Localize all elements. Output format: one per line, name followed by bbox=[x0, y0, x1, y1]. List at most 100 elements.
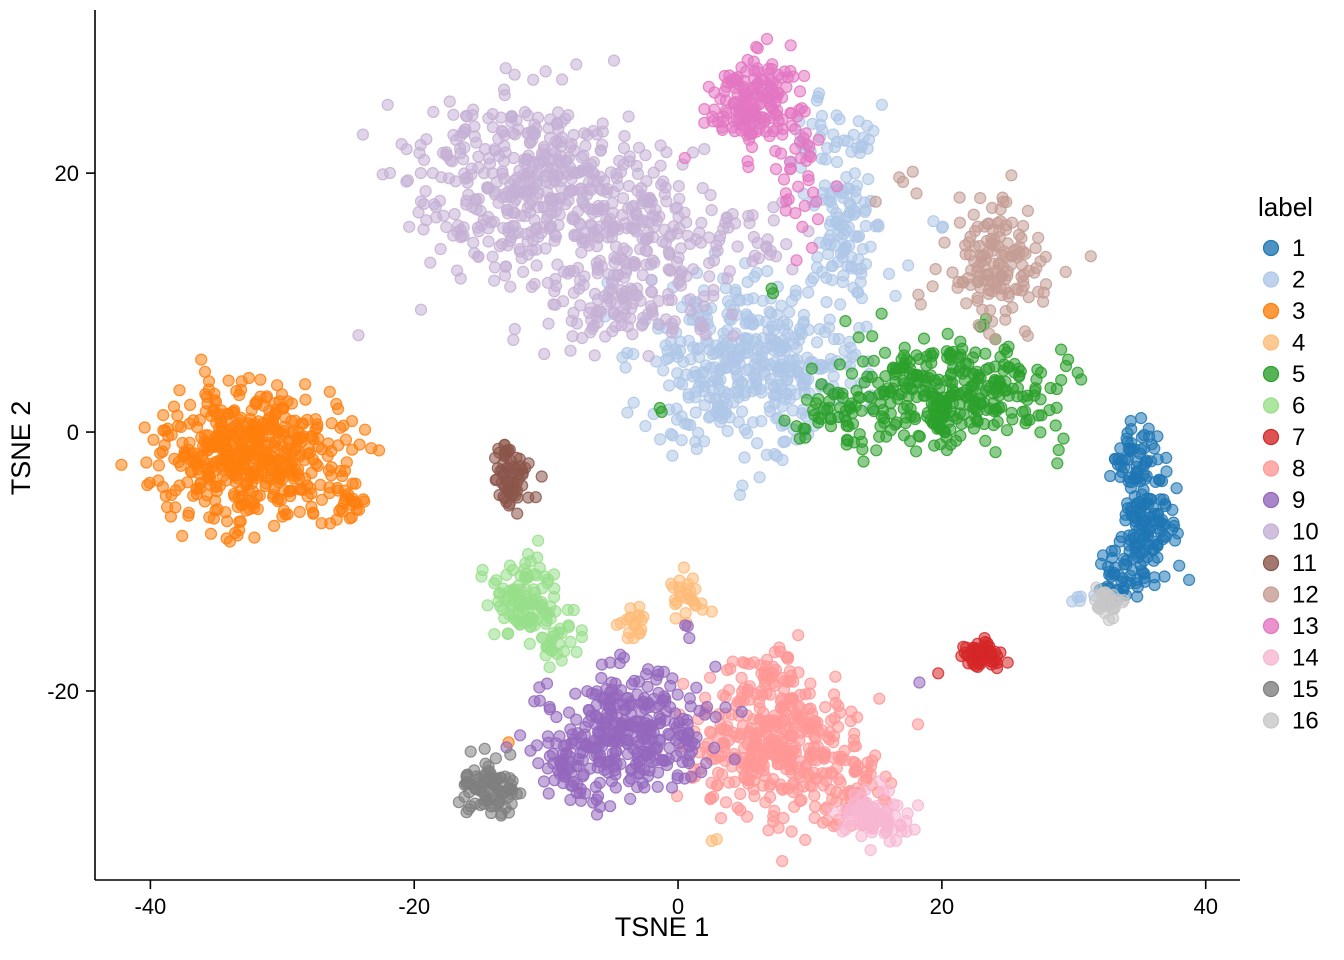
scatter-point bbox=[504, 748, 517, 761]
scatter-point bbox=[742, 209, 755, 223]
scatter-point bbox=[564, 635, 577, 649]
scatter-point bbox=[1145, 438, 1158, 451]
scatter-point bbox=[235, 437, 248, 450]
scatter-point bbox=[787, 353, 800, 367]
scatter-point bbox=[719, 282, 733, 295]
scatter-point bbox=[546, 644, 559, 658]
scatter-point bbox=[679, 606, 692, 620]
scatter-point bbox=[703, 671, 717, 684]
scatter-point bbox=[749, 372, 762, 385]
scatter-point bbox=[709, 660, 722, 673]
scatter-point bbox=[591, 267, 604, 280]
scatter-point bbox=[765, 717, 779, 730]
scatter-point bbox=[594, 144, 607, 157]
scatter-point bbox=[677, 712, 690, 726]
scatter-point bbox=[913, 430, 926, 443]
x-tick-label: 40 bbox=[1193, 894, 1217, 919]
scatter-point bbox=[706, 790, 720, 803]
legend-item-13: 13 bbox=[1262, 613, 1319, 640]
scatter-point bbox=[636, 269, 649, 282]
scatter-point bbox=[848, 727, 861, 740]
scatter-point bbox=[695, 766, 708, 779]
scatter-point bbox=[776, 400, 789, 413]
legend-item-2: 2 bbox=[1262, 267, 1305, 294]
legend-label: 1 bbox=[1292, 235, 1305, 262]
scatter-point bbox=[478, 742, 491, 755]
scatter-point bbox=[677, 729, 690, 742]
scatter-point bbox=[751, 236, 764, 249]
scatter-point bbox=[971, 291, 984, 304]
scatter-point bbox=[295, 417, 308, 430]
scatter-point bbox=[508, 322, 521, 336]
scatter-point bbox=[803, 687, 816, 700]
scatter-point bbox=[672, 180, 685, 193]
scatter-point bbox=[951, 281, 964, 294]
legend-key-icon bbox=[1262, 239, 1280, 257]
scatter-point bbox=[750, 437, 764, 450]
scatter-point bbox=[210, 455, 223, 468]
scatter-point bbox=[513, 729, 527, 742]
scatter-point bbox=[829, 670, 842, 683]
scatter-point bbox=[702, 411, 716, 424]
scatter-point bbox=[972, 319, 985, 332]
scatter-point bbox=[866, 330, 879, 343]
scatter-point bbox=[598, 732, 611, 745]
scatter-point bbox=[627, 396, 640, 409]
scatter-point bbox=[849, 399, 862, 413]
scatter-point bbox=[474, 204, 487, 217]
scatter-point bbox=[618, 130, 631, 143]
scatter-point bbox=[278, 425, 291, 438]
scatter-point bbox=[860, 320, 873, 333]
scatter-point bbox=[684, 305, 697, 318]
scatter-point bbox=[774, 147, 788, 160]
scatter-point bbox=[606, 747, 619, 760]
scatter-point bbox=[157, 409, 170, 422]
scatter-point bbox=[248, 531, 261, 544]
x-tick-label: 20 bbox=[930, 894, 954, 919]
scatter-point bbox=[798, 199, 811, 212]
scatter-point bbox=[564, 344, 577, 357]
scatter-point bbox=[671, 769, 684, 782]
scatter-point bbox=[621, 406, 634, 419]
scatter-point bbox=[1018, 325, 1032, 338]
scatter-point bbox=[619, 361, 632, 374]
scatter-point bbox=[488, 628, 501, 641]
scatter-point bbox=[662, 727, 675, 740]
scatter-point bbox=[808, 730, 821, 743]
scatter-point bbox=[960, 649, 974, 662]
scatter-point bbox=[518, 570, 532, 584]
scatter-point bbox=[161, 422, 174, 435]
scatter-point bbox=[1049, 419, 1062, 432]
scatter-point bbox=[1029, 242, 1042, 255]
scatter-point bbox=[358, 423, 372, 436]
scatter-point bbox=[543, 749, 557, 763]
scatter-point bbox=[481, 793, 494, 806]
scatter-point bbox=[230, 385, 243, 398]
scatter-point bbox=[523, 637, 536, 650]
scatter-point bbox=[253, 430, 266, 443]
scatter-point bbox=[993, 224, 1006, 237]
scatter-point bbox=[492, 595, 505, 608]
scatter-point bbox=[789, 142, 802, 155]
scatter-point bbox=[783, 163, 797, 176]
scatter-point bbox=[607, 307, 621, 321]
scatter-point bbox=[590, 698, 603, 711]
scatter-point bbox=[796, 220, 809, 233]
scatter-point bbox=[510, 477, 523, 490]
scatter-point bbox=[805, 275, 818, 288]
scatter-point bbox=[927, 347, 940, 360]
scatter-point bbox=[611, 220, 624, 233]
scatter-point bbox=[539, 65, 552, 78]
scatter-point bbox=[749, 383, 762, 396]
scatter-point bbox=[869, 749, 882, 762]
scatter-point bbox=[1084, 250, 1097, 263]
scatter-point bbox=[610, 618, 623, 631]
scatter-point bbox=[496, 167, 509, 180]
scatter-point bbox=[731, 379, 745, 392]
scatter-point bbox=[625, 221, 638, 234]
scatter-point bbox=[501, 627, 514, 641]
scatter-point bbox=[579, 139, 592, 152]
scatter-point bbox=[488, 577, 501, 590]
scatter-point bbox=[314, 478, 327, 491]
scatter-point bbox=[598, 175, 611, 188]
